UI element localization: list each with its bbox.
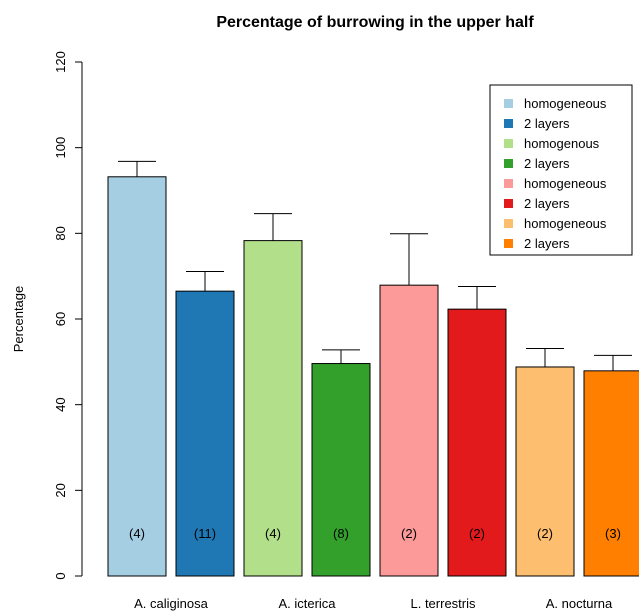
bar <box>583 370 639 577</box>
legend-entry: homogenous <box>524 136 600 151</box>
y-tick-label: 120 <box>53 51 68 73</box>
y-axis: 0 20 40 60 80 100 120 <box>53 51 83 580</box>
sample-size-label: (3) <box>605 526 621 541</box>
group-label: A. caliginosa <box>134 596 208 611</box>
group-labels: A. caliginosa A. icterica L. terrestris A. … <box>134 596 613 611</box>
y-tick-label: 40 <box>53 397 68 411</box>
sample-size-label: (2) <box>537 526 553 541</box>
legend-entry: 2 layers <box>524 156 570 171</box>
bar <box>107 176 167 577</box>
group-label: A. nocturna <box>546 596 613 611</box>
legend-entry: homogeneous <box>524 96 607 111</box>
sample-size-label: (4) <box>265 526 281 541</box>
legend-swatch <box>504 179 513 188</box>
y-tick-label: 60 <box>53 312 68 326</box>
y-tick-label: 80 <box>53 226 68 240</box>
legend-swatch <box>504 219 513 228</box>
legend-swatch <box>504 99 513 108</box>
bar <box>311 363 371 577</box>
legend-swatch <box>504 119 513 128</box>
group-label: L. terrestris <box>410 596 476 611</box>
y-tick-label: 20 <box>53 483 68 497</box>
legend-swatch <box>504 139 513 148</box>
legend-entry: homogeneous <box>524 176 607 191</box>
legend: homogeneous 2 layers homogenous 2 layers hom… <box>489 84 633 256</box>
legend-swatch <box>504 159 513 168</box>
sample-size-label: (8) <box>333 526 349 541</box>
legend-swatch <box>504 239 513 248</box>
sample-size-label: (2) <box>469 526 485 541</box>
y-tick-label: 100 <box>53 137 68 159</box>
legend-entry: 2 layers <box>524 196 570 211</box>
chart-title: Percentage of burrowing in the upper hal… <box>216 14 534 31</box>
legend-swatch <box>504 199 513 208</box>
y-tick-label: 0 <box>53 572 68 579</box>
sample-size-label: (4) <box>129 526 145 541</box>
sample-size-label: (2) <box>401 526 417 541</box>
legend-entry: 2 layers <box>524 236 570 251</box>
sample-size-label: (11) <box>194 526 216 541</box>
bar <box>379 284 439 577</box>
y-axis-title: Percentage <box>11 286 26 353</box>
legend-entry: 2 layers <box>524 116 570 131</box>
bars-layer: (4) (11) (4) (8) (2) (2) (2) (3) <box>107 160 639 577</box>
legend-entry: homogeneous <box>524 216 607 231</box>
group-label: A. icterica <box>278 596 336 611</box>
legend-box <box>489 84 633 256</box>
bar <box>175 290 235 577</box>
bar <box>447 308 507 577</box>
bar <box>243 240 303 577</box>
bar <box>515 366 575 577</box>
